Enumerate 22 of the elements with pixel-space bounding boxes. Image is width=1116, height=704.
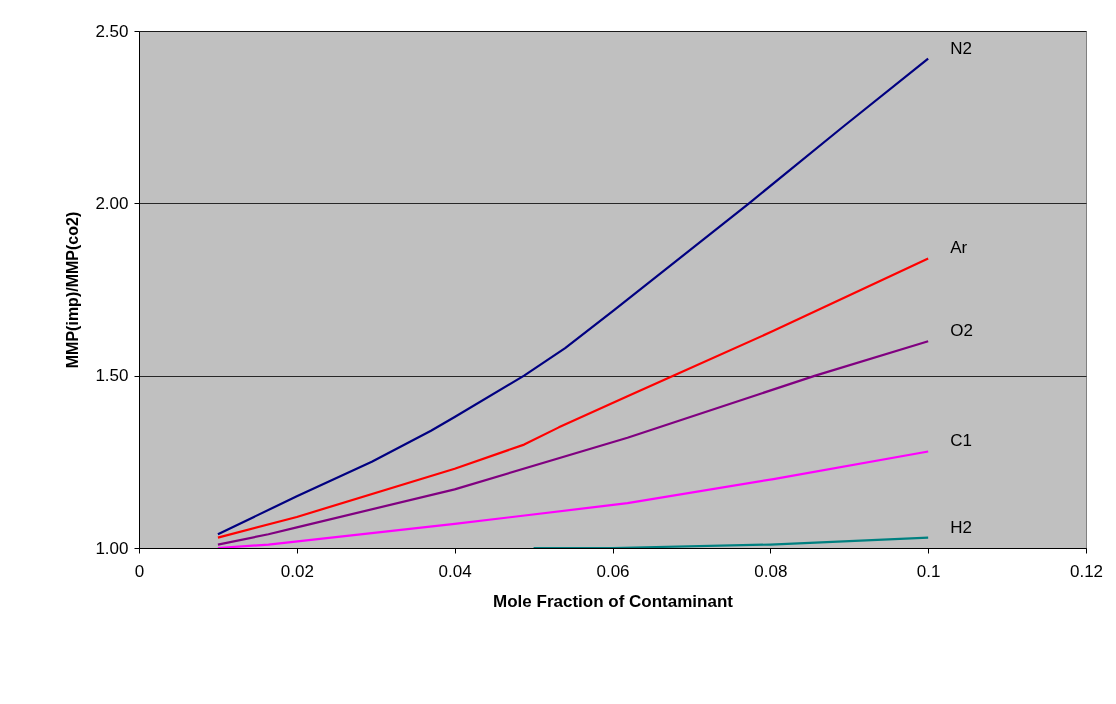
x-tick-label: 0.08 <box>754 561 788 581</box>
line-series <box>216 257 930 539</box>
x-tick-label: 0 <box>134 561 145 581</box>
series-label: N2 <box>950 38 972 58</box>
y-tick-label: 1.00 <box>95 538 129 558</box>
y-tick-label: 2.50 <box>95 21 129 41</box>
x-tick-label: 0.1 <box>916 561 941 581</box>
y-axis-title: MMP(imp)/MMP(co2) <box>64 211 82 369</box>
line-series <box>216 450 930 548</box>
line-series <box>216 57 930 536</box>
series-label: H2 <box>950 517 972 537</box>
y-tick-label: 2.00 <box>95 193 129 213</box>
x-axis-title: Mole Fraction of Contaminant <box>493 591 734 611</box>
series-label: O2 <box>950 321 973 341</box>
x-tick-label: 0.12 <box>1069 561 1104 581</box>
x-tick-label: 0.02 <box>280 561 314 581</box>
series-label: C1 <box>950 431 972 451</box>
x-tick-label: 0.06 <box>596 561 630 581</box>
y-tick-label: 1.50 <box>95 366 129 386</box>
line-series <box>216 340 930 546</box>
x-tick-label: 0.04 <box>438 561 472 581</box>
series-label: Ar <box>950 238 968 258</box>
